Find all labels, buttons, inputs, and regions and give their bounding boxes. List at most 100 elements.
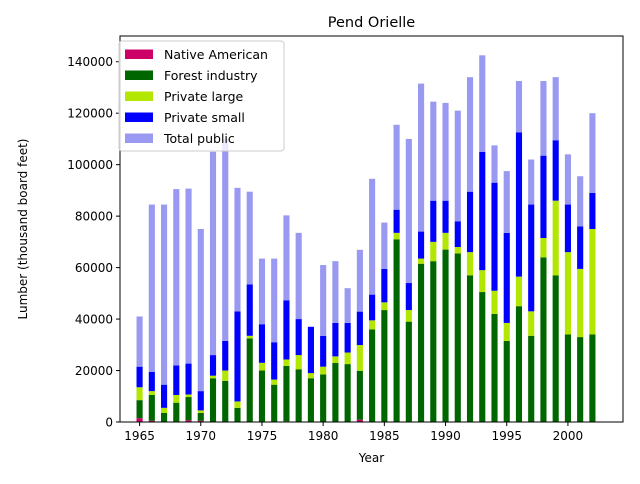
bar-private-small-2002	[589, 192, 596, 229]
x-axis-label: Year	[358, 451, 384, 465]
bar-native-american-1983	[356, 419, 363, 422]
legend: Native American Forest industry Private la…	[118, 40, 285, 152]
bar-total-public-1996	[515, 81, 523, 133]
bar-private-small-1980	[320, 335, 327, 367]
bar-private-large-1997	[528, 311, 535, 336]
bar-private-large-1990	[442, 232, 449, 250]
bar-forest-industry-2000	[564, 334, 571, 422]
bar-total-public-1998	[540, 81, 547, 156]
bar-private-large-2001	[577, 268, 584, 338]
bar-private-small-1985	[381, 268, 388, 303]
bar-private-large-1970	[197, 410, 204, 413]
bar-native-american-1965	[136, 418, 143, 422]
bar-private-small-1994	[491, 182, 498, 291]
bar-private-small-1967	[161, 384, 168, 408]
bar-total-public-1973	[234, 187, 241, 312]
bar-private-large-1969	[185, 394, 192, 398]
bar-private-small-1999	[552, 140, 559, 201]
bar-forest-industry-1971	[209, 378, 217, 422]
legend-swatch-private-small	[125, 112, 153, 122]
legend-label-total-public: Total public	[163, 131, 235, 146]
bar-private-small-1981	[332, 322, 339, 357]
bar-total-public-1993	[479, 55, 486, 152]
bar-private-large-1980	[320, 366, 327, 375]
bar-native-american-1969	[185, 420, 192, 422]
bar-private-small-1993	[479, 151, 486, 271]
bar-private-large-1991	[454, 247, 461, 254]
bar-private-large-1971	[209, 375, 217, 379]
bar-forest-industry-1984	[369, 329, 376, 422]
bar-forest-industry-1988	[418, 263, 425, 422]
bar-total-public-2000	[564, 154, 571, 205]
bar-private-large-1966	[148, 391, 155, 395]
bar-forest-industry-1965	[136, 400, 143, 419]
bar-private-small-1982	[344, 322, 351, 353]
bar-total-public-1990	[442, 102, 449, 201]
y-tick-label-140000: 140000	[67, 55, 113, 69]
bar-total-public-1966	[148, 204, 155, 372]
bar-total-public-1994	[491, 145, 498, 183]
plot-frame	[119, 35, 624, 423]
bar-private-large-1985	[381, 302, 388, 311]
bar-private-small-1987	[405, 283, 412, 311]
bar-private-large-1978	[295, 355, 302, 370]
bar-forest-industry-1983	[356, 370, 363, 420]
bar-private-small-1973	[234, 311, 241, 402]
legend-swatch-native-american	[125, 49, 153, 59]
x-tick-label-2000: 2000	[553, 429, 584, 443]
bar-total-public-1965	[136, 316, 143, 367]
bar-forest-industry-1996	[515, 306, 523, 422]
bar-forest-industry-1976	[271, 384, 278, 422]
bar-private-small-1976	[271, 342, 278, 380]
bar-forest-industry-1973	[234, 407, 241, 422]
bar-forest-industry-1993	[479, 292, 486, 422]
bar-total-public-1971	[209, 151, 217, 356]
bar-forest-industry-1978	[295, 369, 302, 422]
bar-forest-industry-1980	[320, 374, 327, 422]
bar-total-public-1985	[381, 222, 388, 269]
bar-total-public-1975	[258, 258, 266, 325]
bar-private-small-1992	[466, 191, 474, 253]
bar-private-large-1994	[491, 290, 498, 314]
bar-private-large-1977	[283, 359, 290, 366]
bar-private-small-1970	[197, 391, 204, 411]
bar-forest-industry-2001	[577, 337, 584, 422]
bar-private-small-1965	[136, 366, 143, 388]
legend-label-private-large: Private large	[164, 89, 244, 104]
bar-forest-industry-1981	[332, 362, 339, 422]
y-tick-label-20000: 20000	[75, 364, 113, 378]
bar-private-large-1979	[307, 373, 314, 379]
bar-forest-industry-1999	[552, 275, 559, 422]
bar-forest-industry-1986	[393, 239, 400, 422]
bar-forest-industry-1977	[283, 365, 290, 422]
y-tick-label-60000: 60000	[75, 261, 113, 275]
bar-private-large-1975	[258, 362, 266, 371]
bar-private-large-1988	[418, 258, 425, 264]
bar-forest-industry-1998	[540, 257, 547, 422]
bar-private-small-1989	[430, 200, 437, 242]
x-tick-label-1970: 1970	[186, 429, 217, 443]
bar-private-small-1997	[528, 204, 535, 312]
bar-total-public-1976	[271, 258, 278, 343]
bar-private-small-1991	[454, 221, 461, 248]
bar-forest-industry-2002	[589, 334, 596, 422]
bar-private-large-2002	[589, 229, 596, 335]
bar-forest-industry-1966	[148, 394, 155, 421]
bars-layer	[136, 55, 596, 422]
bar-private-large-1981	[332, 356, 339, 363]
bar-private-small-1966	[148, 371, 155, 392]
bar-forest-industry-1995	[503, 340, 510, 422]
bar-private-large-1965	[136, 387, 143, 401]
bar-private-small-1996	[515, 132, 523, 277]
bar-forest-industry-1997	[528, 335, 535, 422]
legend-label-forest-industry: Forest industry	[164, 68, 258, 83]
bar-private-large-1987	[405, 310, 412, 322]
bar-private-small-1972	[222, 340, 229, 371]
bar-private-small-1986	[393, 209, 400, 233]
bar-native-american-1970	[197, 420, 204, 422]
x-tick-label-1965: 1965	[124, 429, 155, 443]
chart-title: Pend Orielle	[328, 15, 416, 31]
x-tick-label-1980: 1980	[308, 429, 339, 443]
bar-total-public-1972	[222, 138, 229, 341]
